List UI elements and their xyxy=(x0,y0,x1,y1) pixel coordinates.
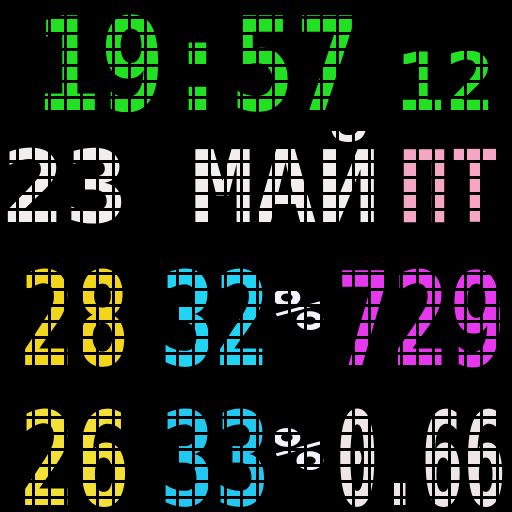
led-display: 19:571223 МАЙПТ2832%7292633%0.66 xyxy=(0,0,512,512)
led-grid-overlay xyxy=(0,0,512,512)
